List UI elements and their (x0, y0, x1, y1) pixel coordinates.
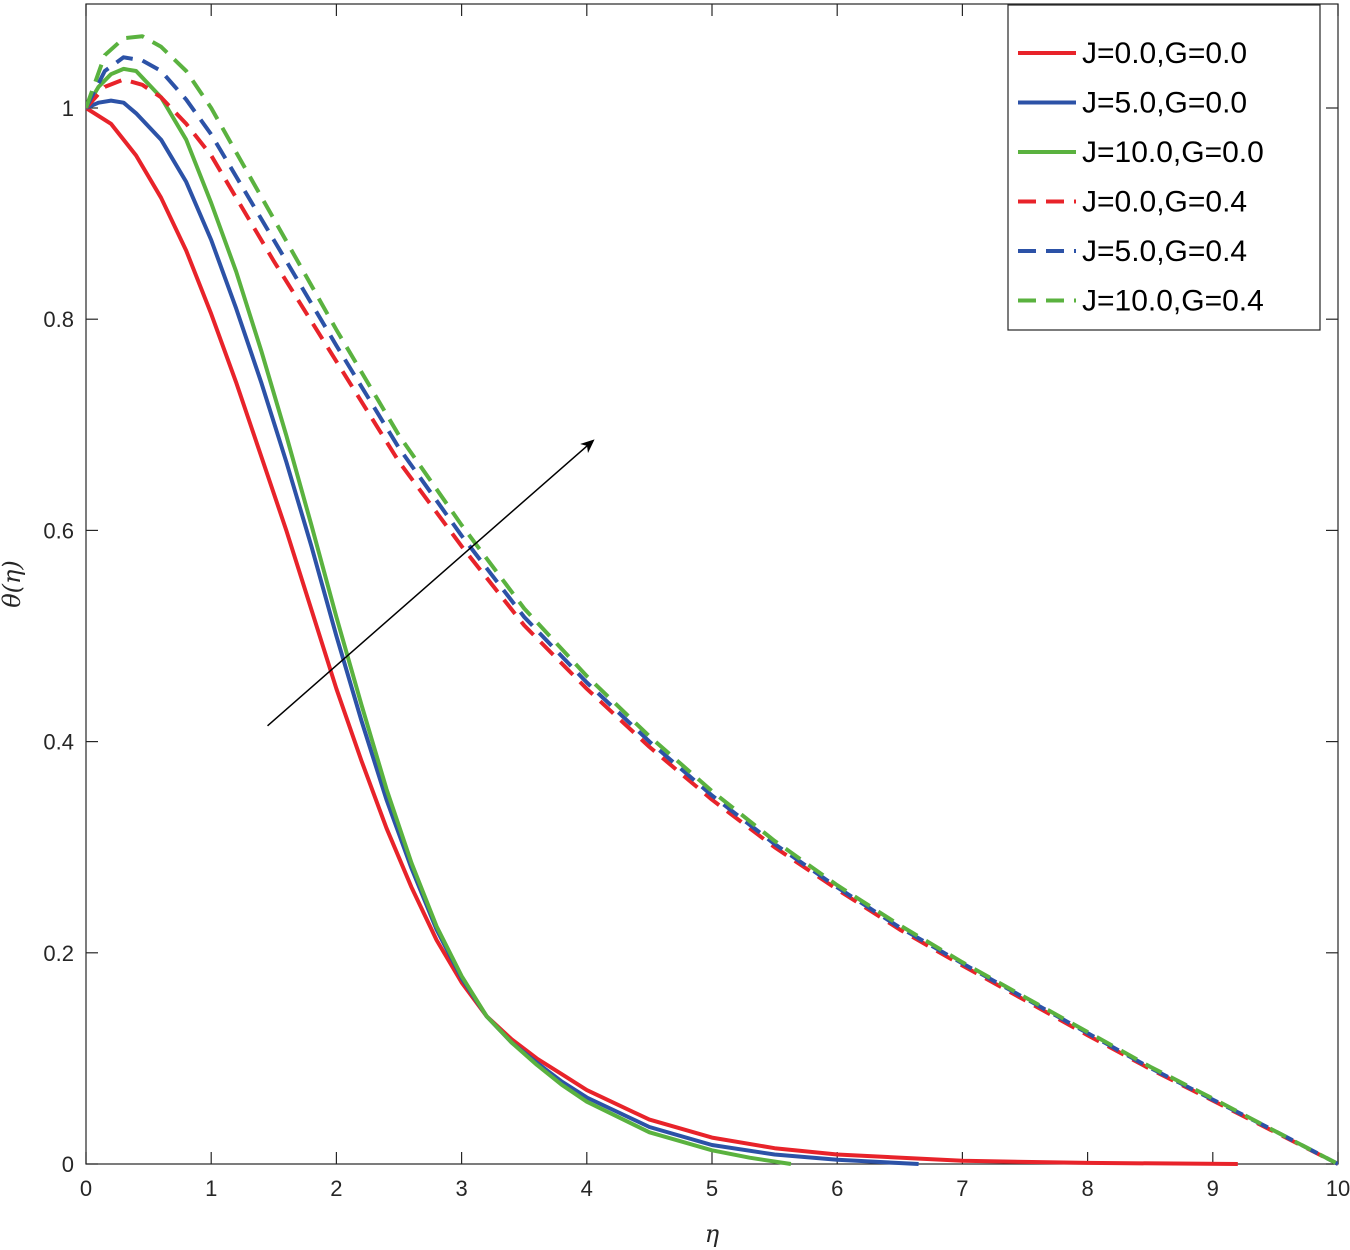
legend: J=0.0,G=0.0 J=5.0,G=0.0 J=10.0,G=0.0 J=0.0,… (1007, 4, 1321, 331)
x-tick-label: 6 (831, 1176, 843, 1201)
x-tick-label: 10 (1326, 1176, 1350, 1201)
y-tick-label: 0.8 (43, 307, 74, 332)
series-line (86, 106, 1238, 1166)
legend-label: J=5.0,G=0.0 (1082, 87, 1247, 120)
x-tick-label: 5 (706, 1176, 718, 1201)
legend-box (1007, 4, 1321, 331)
series-line (86, 98, 919, 1166)
annotation-layer (267, 439, 595, 727)
x-tick-label: 0 (80, 1176, 92, 1201)
series-layer (86, 34, 1338, 1166)
x-tick-label: 8 (1081, 1176, 1093, 1201)
legend-label: J=5.0,G=0.4 (1082, 235, 1247, 268)
x-tick-label: 1 (205, 1176, 217, 1201)
y-tick-label: 0.4 (43, 730, 74, 755)
series-line (86, 77, 1338, 1166)
y-tick-label: 0 (62, 1152, 74, 1177)
trend-arrow (267, 439, 595, 727)
x-tick-label: 3 (455, 1176, 467, 1201)
legend-label: J=10.0,G=0.0 (1082, 136, 1264, 169)
x-tick-label: 7 (956, 1176, 968, 1201)
y-tick-label: 0.6 (43, 518, 74, 543)
series-line (86, 66, 792, 1166)
x-tick-label: 9 (1207, 1176, 1219, 1201)
x-tick-label: 2 (330, 1176, 342, 1201)
y-axis-label: θ(η) (0, 560, 26, 608)
y-tick-label: 1 (62, 96, 74, 121)
series-line (86, 34, 1338, 1166)
legend-label: J=0.0,G=0.4 (1082, 186, 1247, 219)
legend-label: J=10.0,G=0.4 (1082, 285, 1264, 318)
x-axis-label: η (705, 1220, 720, 1248)
legend-label: J=0.0,G=0.0 (1082, 37, 1247, 70)
axis-ticks: 0 1 2 3 4 5 6 7 8 9 10 0 0.2 0.4 0.6 0.8 1 (43, 4, 1350, 1201)
x-tick-label: 4 (581, 1176, 593, 1201)
y-tick-label: 0.2 (43, 941, 74, 966)
